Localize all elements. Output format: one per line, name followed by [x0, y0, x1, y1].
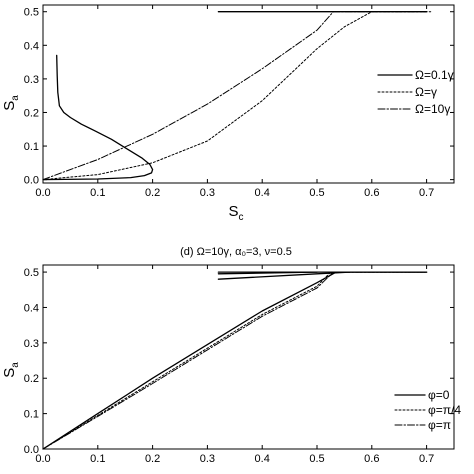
p0-y-tick-label-0: 0.0 — [24, 175, 39, 187]
p0-x-tick-label-5: 0.5 — [309, 187, 324, 199]
p1-axes-frame — [42, 264, 455, 450]
p1-legend-label-2: φ=π — [428, 418, 451, 432]
p0-axes-frame — [42, 4, 455, 184]
p1-legend-label-1: φ=π/4 — [428, 403, 461, 417]
top-legend: Ω=0.1γ Ω=γ Ω=10γ — [377, 68, 454, 116]
p1-series-line-0 — [42, 271, 428, 450]
p1-y-tick-label-4: 0.4 — [24, 302, 39, 314]
p1-series-line-2 — [42, 271, 428, 450]
bottom-panel: (d) Ω=10γ, α₀=3, ν=0.5 0.0 0.1 0.2 0.3 0.4 0.… — [1, 246, 461, 465]
p0-y-tick-label-5: 0.5 — [24, 7, 39, 19]
p0-series-line-1 — [42, 11, 428, 181]
p0-x-tick-label-7: 0.7 — [419, 187, 434, 199]
bottom-axes: 0.0 0.1 0.2 0.3 0.4 0.5 0.6 0.7 0.0 0.1 0.2 0.3 0.4 0… — [24, 264, 455, 465]
p0-x-tick-label-6: 0.6 — [364, 187, 379, 199]
p1-y-tick-label-3: 0.3 — [24, 338, 39, 350]
p1-y-tick-label-0: 0.0 — [24, 444, 39, 456]
p0-x-tick-label-1: 0.1 — [90, 187, 105, 199]
p1-x-tick-label-6: 0.6 — [364, 453, 379, 465]
p1-x-tick-label-2: 0.2 — [145, 453, 160, 465]
top-axes: 0.0 0.1 0.2 0.3 0.4 0.5 0.6 0.7 0.0 0.1 0.2 0.3 0.4 0… — [24, 4, 455, 199]
p1-x-tick-label-4: 0.4 — [255, 453, 270, 465]
p1-y-tick-label-5: 0.5 — [24, 267, 39, 279]
p0-x-tick-label-2: 0.2 — [145, 187, 160, 199]
p0-x-tick-label-4: 0.4 — [255, 187, 270, 199]
p0-y-tick-label-4: 0.4 — [24, 40, 39, 52]
p1-x-tick-label-1: 0.1 — [90, 453, 105, 465]
p0-y-tick-label-3: 0.3 — [24, 74, 39, 86]
top-plot-lines — [42, 11, 433, 181]
p0-x-tick-label-3: 0.3 — [200, 187, 215, 199]
p1-x-tick-label-5: 0.5 — [309, 453, 324, 465]
p0-legend-label-1: Ω=γ — [415, 85, 437, 99]
bottom-y-axis-title: Sa — [1, 362, 21, 378]
p1-y-tick-label-1: 0.1 — [24, 409, 39, 421]
p1-y-tick-label-2: 0.2 — [24, 373, 39, 385]
p1-x-tick-label-7: 0.7 — [419, 453, 434, 465]
bottom-panel-title: (d) Ω=10γ, α₀=3, ν=0.5 — [180, 246, 292, 258]
p0-series-line-0 — [42, 54, 154, 181]
bottom-legend: φ=0φ=π/4φ=π — [394, 388, 461, 432]
p1-x-tick-label-0: 0.0 — [35, 453, 50, 465]
top-y-axis-title: Sa — [1, 95, 21, 111]
p0-series-line-2 — [42, 11, 433, 181]
p0-x-tick-label-0: 0.0 — [35, 187, 50, 199]
p1-legend-label-0: φ=0 — [428, 388, 450, 402]
top-x-axis-title: Sc — [228, 203, 243, 223]
p0-y-tick-label-1: 0.1 — [24, 141, 39, 153]
p0-legend-label-2: Ω=10γ — [415, 102, 450, 116]
bottom-plot-lines — [42, 271, 428, 450]
p0-y-tick-label-2: 0.2 — [24, 107, 39, 119]
p0-legend-label-0: Ω=0.1γ — [415, 68, 454, 82]
p1-x-tick-label-3: 0.3 — [200, 453, 215, 465]
top-panel: 0.0 0.1 0.2 0.3 0.4 0.5 0.6 0.7 0.0 0.1 0.2 0.3 0.4 0… — [1, 4, 455, 223]
p1-series-line-1 — [42, 271, 428, 450]
